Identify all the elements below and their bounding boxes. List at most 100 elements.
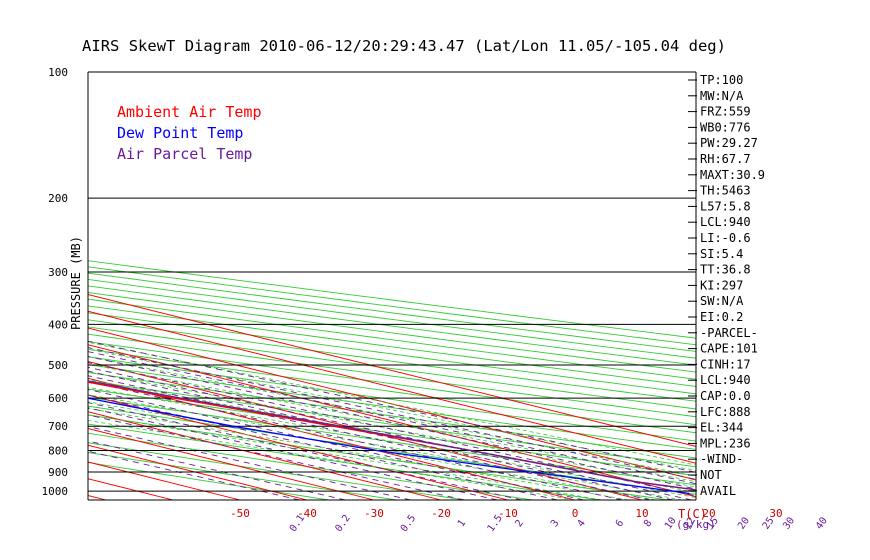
pressure-tick-label: 700	[48, 420, 68, 433]
bottom-temperature-tick-label: 0	[572, 507, 579, 520]
stability-index: PW:29.27	[700, 136, 758, 150]
isotherm-line	[88, 377, 576, 500]
moist-adiabat-line	[88, 401, 656, 500]
legend-entry: Ambient Air Temp	[117, 103, 262, 121]
dry-adiabat-line	[88, 405, 696, 495]
stability-index: EL:344	[700, 421, 743, 435]
mixing-ratio-line	[88, 414, 465, 500]
stability-index: AVAIL	[700, 484, 736, 498]
stability-index: MW:N/A	[700, 89, 744, 103]
mixing-ratio-label: 1	[456, 518, 468, 529]
pressure-tick-label: 900	[48, 466, 68, 479]
pressure-tick-labels: 100 200 300 400 500 600 700 800 900 1000	[42, 66, 69, 498]
stability-index: SW:N/A	[700, 294, 744, 308]
isotherm-line	[88, 294, 696, 447]
stability-index: TH:5463	[700, 184, 751, 198]
dry-adiabat-line	[88, 341, 696, 426]
stability-index: LCL:940	[700, 373, 751, 387]
mixing-ratio-label: 0.5	[399, 513, 418, 534]
stability-index: MPL:236	[700, 436, 751, 450]
pressure-tick-label: 500	[48, 359, 68, 372]
bottom-temperature-tick-label: -10	[498, 507, 518, 520]
stability-index: NOT	[700, 468, 722, 482]
moist-adiabat-line	[88, 356, 696, 477]
mixing-ratio-line	[88, 381, 623, 500]
pressure-tick-label: 100	[48, 66, 68, 79]
stability-index: LI:-0.6	[700, 231, 751, 245]
stability-index: -WIND-	[700, 452, 743, 466]
mixing-ratio-unit-label: (g/kg)	[676, 518, 716, 531]
stability-index: TT:36.8	[700, 263, 751, 277]
stability-index: LCL:940	[700, 215, 751, 229]
mixing-ratio-line	[88, 366, 692, 500]
isobars	[88, 197, 696, 492]
stability-index: SI:5.4	[700, 247, 743, 261]
stability-index: LFC:888	[700, 405, 751, 419]
dew-point-temp-line	[88, 397, 690, 495]
stability-index: TP:100	[700, 73, 743, 87]
mixing-ratio-label: 3	[549, 518, 561, 529]
pressure-tick-label: 800	[48, 445, 68, 458]
mixing-ratio-line	[88, 347, 696, 480]
mixing-ratio-label: 20	[736, 515, 752, 531]
mixing-ratio-label: 2	[513, 518, 525, 529]
isotherm-line	[88, 428, 375, 500]
pressure-tick-label: 1000	[42, 485, 69, 498]
mixing-ratio-line	[88, 362, 696, 497]
bottom-temperature-tick-label: -40	[297, 507, 317, 520]
mixing-ratio-line	[88, 340, 696, 473]
mixing-ratio-line	[88, 370, 673, 500]
bottom-temperature-tick-label: 10	[635, 507, 648, 520]
mixing-ratio-label: 0.2	[333, 513, 352, 534]
stability-index: KI:297	[700, 278, 743, 292]
legend-entry: Air Parcel Temp	[117, 145, 252, 163]
bottom-temperature-tick-label: -20	[431, 507, 451, 520]
dry-adiabat-line	[88, 442, 465, 500]
bottom-temperature-tick-label: 20	[702, 507, 715, 520]
isotherm-line	[88, 361, 643, 500]
dry-adiabat-line	[88, 333, 696, 418]
isotherm-line	[88, 327, 696, 481]
stability-index: MAXT:30.9	[700, 168, 765, 182]
moist-adiabat-line	[88, 394, 683, 500]
mixing-ratio-label: 30	[781, 515, 797, 531]
y-axis-label: PRESSURE (MB)	[69, 236, 83, 330]
mixing-ratio-label: 4	[575, 518, 587, 529]
mixing-ratio-line	[88, 394, 558, 500]
pressure-tick-label: 600	[48, 392, 68, 405]
pressure-tick-label: 400	[48, 318, 68, 331]
mixing-ratio-line	[88, 389, 584, 500]
stability-index: RH:67.7	[700, 152, 751, 166]
isotherm-line	[88, 394, 509, 500]
mixing-ratio-line	[88, 402, 522, 500]
dry-adiabat-line	[88, 326, 696, 410]
isotherm-line	[88, 411, 442, 500]
dry-adiabat-line	[88, 423, 601, 500]
chart-title: AIRS SkewT Diagram 2010-06-12/20:29:43.4…	[82, 37, 726, 55]
dry-adiabat-line	[88, 414, 669, 500]
dry-adiabat-line	[88, 319, 696, 402]
stability-index: CAPE:101	[700, 342, 758, 356]
pressure-tick-label: 200	[48, 192, 68, 205]
mixing-ratio-label: 8	[642, 518, 654, 529]
stability-index: FRZ:559	[700, 105, 751, 119]
stability-index: WB0:776	[700, 120, 751, 134]
pressure-tick-label: 300	[48, 266, 68, 279]
air-parcel-temp-line	[88, 380, 696, 491]
moist-adiabat-line	[88, 363, 696, 483]
dry-adiabat-line	[88, 452, 397, 500]
bottom-temperature-tick-label: -30	[364, 507, 384, 520]
stability-index: CAP:0.0	[700, 389, 751, 403]
stability-index: CINH:17	[700, 357, 751, 371]
stability-index: L57:5.8	[700, 199, 751, 213]
stability-index: -PARCEL-	[700, 326, 758, 340]
mixing-ratio-line	[88, 407, 498, 500]
dry-adiabat-line	[88, 348, 696, 434]
bottom-temperature-tick-label: -50	[230, 507, 250, 520]
legend: Ambient Air Temp Dew Point Temp Air Parcel…	[117, 103, 262, 163]
dry-adiabat-line	[88, 461, 330, 500]
mixing-ratio-line	[88, 355, 696, 490]
stability-index: EI:0.2	[700, 310, 743, 324]
